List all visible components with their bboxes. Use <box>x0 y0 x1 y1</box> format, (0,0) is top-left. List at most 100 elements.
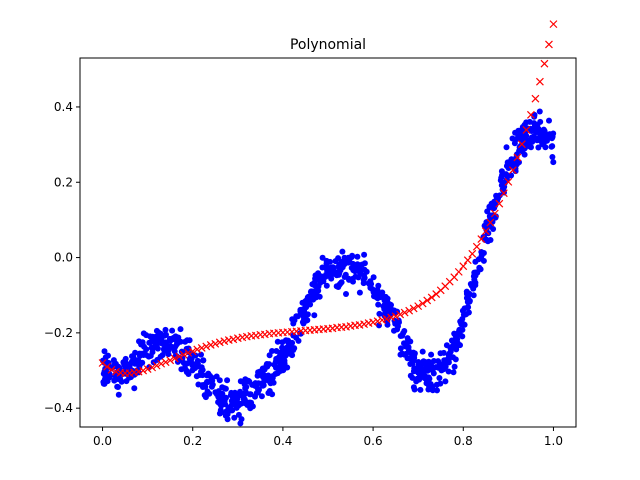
data-point <box>323 260 330 267</box>
fit-marker <box>378 316 387 324</box>
data-point <box>428 362 434 369</box>
data-point <box>163 331 169 338</box>
data-point <box>490 201 497 208</box>
data-point <box>337 267 344 274</box>
data-point <box>222 401 229 408</box>
data-point <box>404 335 411 342</box>
data-point <box>314 292 321 299</box>
fit-marker <box>161 358 170 367</box>
data-point <box>182 338 189 345</box>
data-point <box>401 328 408 334</box>
fit-marker <box>134 367 143 376</box>
data-point <box>233 404 240 411</box>
data-point <box>480 250 487 256</box>
fit-marker <box>504 177 513 186</box>
data-point <box>274 338 281 345</box>
data-point <box>152 333 159 340</box>
data-point <box>441 361 448 368</box>
data-point <box>458 320 465 327</box>
data-point <box>169 327 176 334</box>
data-point <box>196 372 203 378</box>
data-point <box>391 327 397 334</box>
fit-marker <box>202 342 211 351</box>
data-point <box>345 275 352 282</box>
data-point <box>528 128 535 134</box>
data-point <box>471 269 478 276</box>
data-point <box>105 360 112 366</box>
data-point <box>238 416 245 423</box>
data-point <box>419 348 426 355</box>
data-point <box>452 356 459 363</box>
fit-marker <box>459 262 468 271</box>
fit-marker <box>197 344 206 352</box>
data-point <box>442 378 449 385</box>
data-point <box>166 335 173 342</box>
data-point <box>242 400 248 407</box>
data-point <box>229 393 236 400</box>
y-tick-label: 0.0 <box>54 251 73 265</box>
data-point <box>246 399 253 406</box>
data-point <box>427 381 434 387</box>
data-point <box>172 343 179 350</box>
data-point <box>523 132 530 139</box>
data-point <box>132 360 138 367</box>
fit-marker <box>112 367 120 376</box>
data-point <box>123 378 130 385</box>
data-point <box>162 326 169 333</box>
fit-marker <box>481 227 490 236</box>
y-tick-label: −0.4 <box>44 401 73 415</box>
data-point <box>140 330 147 337</box>
data-point <box>231 414 238 421</box>
data-point <box>537 118 544 125</box>
fit-marker <box>170 354 179 363</box>
data-point <box>465 304 472 311</box>
fit-marker <box>486 218 495 227</box>
data-point <box>311 312 318 319</box>
data-point <box>448 337 455 344</box>
data-point <box>508 172 515 179</box>
data-point <box>346 257 353 264</box>
data-point <box>361 251 368 258</box>
data-point <box>178 366 185 373</box>
data-point <box>335 284 342 290</box>
data-point <box>544 137 550 144</box>
fit-marker <box>405 306 414 315</box>
fit-marker <box>229 335 238 344</box>
data-point <box>187 354 194 361</box>
data-point <box>200 357 207 364</box>
plot-area <box>98 20 558 427</box>
fit-marker <box>540 59 549 68</box>
data-point <box>263 361 270 367</box>
data-point <box>231 400 238 407</box>
data-point <box>173 336 180 343</box>
fit-marker <box>206 340 215 349</box>
data-point <box>291 345 298 352</box>
data-point <box>546 117 552 124</box>
data-point <box>216 410 223 417</box>
data-point <box>307 289 314 295</box>
data-point <box>319 254 326 261</box>
data-point <box>367 278 374 285</box>
data-point <box>217 397 224 404</box>
x-tick-label: 0.0 <box>93 434 112 448</box>
data-point <box>333 272 340 279</box>
data-point <box>411 386 418 393</box>
data-point <box>459 307 466 314</box>
data-point <box>386 301 393 308</box>
data-point <box>417 386 424 393</box>
fit-marker <box>188 347 197 356</box>
data-point <box>293 334 300 341</box>
fit-marker <box>220 337 229 346</box>
data-point <box>186 337 193 344</box>
data-point <box>499 172 505 179</box>
data-point <box>376 310 383 317</box>
data-point <box>549 154 556 160</box>
data-point <box>451 363 458 370</box>
data-point <box>139 339 146 346</box>
data-point <box>165 351 172 358</box>
data-point <box>272 358 279 365</box>
fit-marker <box>152 361 161 370</box>
data-point <box>511 140 518 147</box>
data-point <box>414 375 421 382</box>
data-point <box>503 144 510 151</box>
